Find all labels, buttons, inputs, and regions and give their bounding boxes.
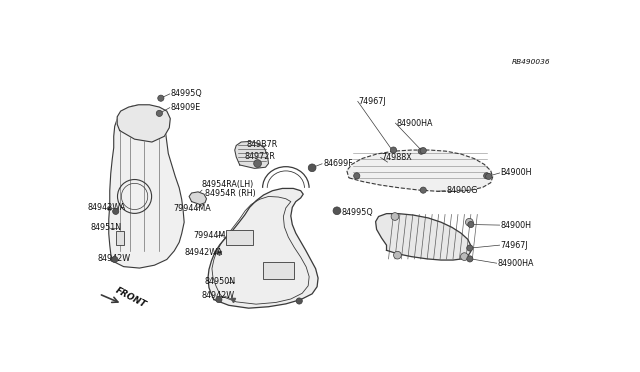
Circle shape [354,173,360,179]
Circle shape [391,213,399,220]
Circle shape [253,160,262,167]
Text: FRONT: FRONT [114,286,148,310]
Circle shape [418,148,424,154]
Text: 84954R (RH): 84954R (RH) [205,189,256,198]
Circle shape [308,164,316,171]
Circle shape [296,298,302,304]
Polygon shape [347,150,493,191]
Text: 84900HA: 84900HA [396,119,433,128]
Polygon shape [117,105,170,142]
Text: RB490036: RB490036 [511,60,550,65]
Text: 74967J: 74967J [359,97,387,106]
Circle shape [113,208,119,214]
Text: 84951N: 84951N [91,223,122,232]
Text: 74988X: 74988X [381,153,412,162]
Circle shape [486,173,492,179]
Circle shape [420,187,426,193]
Text: 84995Q: 84995Q [171,89,202,99]
Bar [116,231,124,245]
Circle shape [156,110,163,116]
Circle shape [216,296,222,303]
Circle shape [394,251,401,259]
Circle shape [333,207,341,215]
Circle shape [420,148,426,154]
Polygon shape [235,141,269,169]
Text: 79944M: 79944M [193,231,225,240]
Text: 84954RA(LH): 84954RA(LH) [202,180,254,189]
Text: 84972R: 84972R [244,153,276,161]
Text: 84909E: 84909E [171,103,201,112]
Text: 84942W: 84942W [201,291,234,300]
Polygon shape [208,189,318,308]
Text: 84950N: 84950N [205,277,236,286]
Text: 84900H: 84900H [500,221,532,230]
Text: 849B7R: 849B7R [246,140,277,150]
Circle shape [390,147,397,153]
Circle shape [111,256,118,263]
Bar [262,262,294,279]
Text: 84699F: 84699F [323,159,353,168]
Polygon shape [189,192,207,205]
Bar [227,230,253,245]
Circle shape [484,173,490,179]
Text: B4900H: B4900H [500,169,532,177]
Text: 84995Q: 84995Q [342,208,374,217]
Text: 84942WA: 84942WA [184,248,223,257]
Text: 84942W: 84942W [97,254,131,263]
Circle shape [465,218,473,226]
Text: 84900G: 84900G [446,186,477,195]
Circle shape [461,253,468,260]
Text: 84942WA: 84942WA [88,203,125,212]
Text: 79944MA: 79944MA [173,204,211,213]
Polygon shape [109,105,184,268]
Text: 74967J: 74967J [500,241,528,250]
Circle shape [157,95,164,101]
Circle shape [468,221,474,228]
Circle shape [467,245,473,251]
Text: 84900HA: 84900HA [498,259,534,268]
Circle shape [467,256,473,262]
Polygon shape [376,214,471,260]
